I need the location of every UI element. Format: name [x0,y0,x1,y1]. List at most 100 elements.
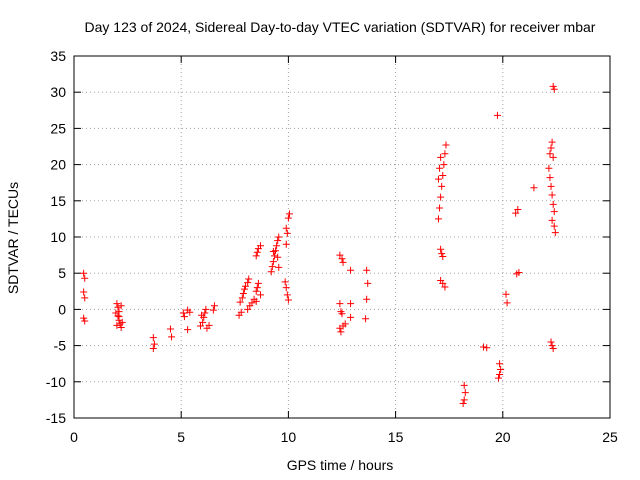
data-point [512,209,520,217]
data-point [184,326,192,334]
data-point [80,269,88,277]
data-point [202,305,210,313]
data-point [269,247,277,255]
data-point [242,282,250,290]
data-point [257,291,265,299]
x-tick-labels: 0 5 10 15 20 25 [70,429,618,445]
data-point [545,164,553,172]
data-point [438,182,446,190]
data-point [252,297,260,305]
x-tick-label: 10 [281,429,297,445]
data-point [459,400,467,408]
data-point [240,285,248,293]
data-point [117,302,125,310]
data-point [199,318,207,326]
data-point [81,294,89,302]
data-point [149,344,157,352]
data-point [252,252,260,260]
y-tick-label: 5 [58,265,66,281]
grid [74,56,610,418]
data-point [118,318,126,326]
data-point [550,208,558,216]
y-tick-label: 15 [50,193,66,209]
data-point [439,171,447,179]
data-point [236,298,244,306]
data-point [284,296,292,304]
data-point [549,200,557,208]
data-point [252,287,260,295]
y-tick-label: -5 [54,338,67,354]
data-point [113,321,121,329]
data-point [283,229,291,237]
data-point [239,289,247,297]
data-point [441,283,449,291]
data-point [282,284,290,292]
data-point [267,268,275,276]
data-point [461,389,469,397]
data-point [437,245,445,253]
data-point [336,300,344,308]
data-point [336,251,344,259]
data-point [209,306,217,314]
data-point [483,344,491,352]
data-point [514,205,522,213]
x-tick-label: 25 [602,429,618,445]
data-point [347,313,355,321]
data-point [196,322,204,330]
data-point [436,204,444,212]
data-point [502,290,510,298]
data-point [347,300,355,308]
data-point [439,253,447,261]
x-axis-label: GPS time / hours [287,457,394,473]
data-point [460,396,468,404]
data-point [112,309,120,317]
data-point [546,174,554,182]
data-point [338,255,346,263]
data-point [198,311,206,319]
data-point [549,344,557,352]
x-tick-label: 15 [388,429,404,445]
data-point [338,310,346,318]
data-point [274,237,282,245]
data-point [434,215,442,223]
y-tick-label: 35 [50,48,66,64]
data-point [274,253,282,261]
data-point [548,342,556,350]
data-point [551,229,559,237]
y-tick-label: 10 [50,229,66,245]
data-point [549,82,557,90]
data-point [363,295,371,303]
data-point [117,324,125,331]
data-point [283,291,291,299]
data-point [245,275,253,283]
data-point [495,374,503,382]
data-point [339,258,347,266]
data-point [80,314,88,322]
data-point [550,222,558,230]
data-point [547,144,555,152]
y-tick-label: 0 [58,301,66,317]
data-point [149,334,157,342]
data-point [237,308,245,316]
data-point [442,141,450,149]
data-point [244,305,252,313]
data-point [168,333,176,341]
data-point [248,299,256,307]
data-point [434,175,442,183]
data-point [548,138,556,146]
chart-title: Day 123 of 2024, Sidereal Day-to-day VTE… [85,19,596,35]
data-point [493,111,501,119]
data-point [341,320,349,328]
data-point [186,308,194,316]
data-point [436,164,444,172]
data-point [530,184,538,192]
data-point [285,210,293,218]
data-point [362,315,370,323]
data-point [254,279,262,287]
data-point [549,153,557,161]
data-point [150,340,158,348]
y-tick-labels: -15 -10 -5 0 5 10 15 20 25 30 35 [46,48,66,426]
plot-border [73,55,611,419]
data-point [441,150,449,158]
data-point [515,268,523,276]
